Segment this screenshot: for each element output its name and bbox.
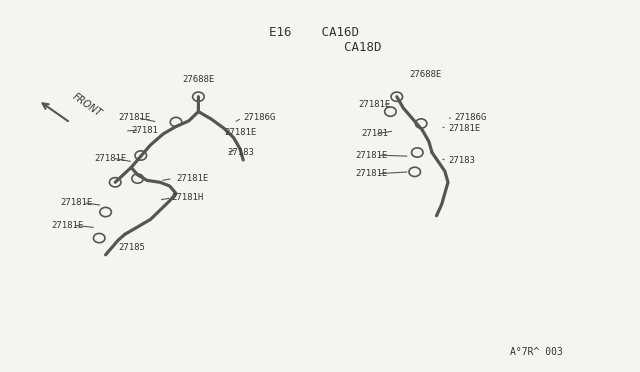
Text: 27181E: 27181E xyxy=(95,154,127,163)
Text: 27688E: 27688E xyxy=(410,70,442,79)
Text: 27181E: 27181E xyxy=(355,169,387,178)
Text: 27181E: 27181E xyxy=(176,174,208,183)
Text: 27186G: 27186G xyxy=(454,113,486,122)
Text: 27181E: 27181E xyxy=(355,151,387,160)
Text: 27181: 27181 xyxy=(131,126,158,135)
Text: 27688E: 27688E xyxy=(182,76,214,84)
Text: 27183: 27183 xyxy=(227,148,254,157)
Text: 27181E: 27181E xyxy=(118,113,150,122)
Text: 27181E: 27181E xyxy=(358,100,390,109)
Text: 27181E: 27181E xyxy=(224,128,256,137)
Text: FRONT: FRONT xyxy=(70,92,104,119)
Text: 27181: 27181 xyxy=(362,129,388,138)
Text: 27181H: 27181H xyxy=(172,193,204,202)
Text: 27185: 27185 xyxy=(118,243,145,252)
Text: 27181E: 27181E xyxy=(61,198,93,207)
Text: E16    CA16D
          CA18D: E16 CA16D CA18D xyxy=(269,26,381,54)
Text: 27181E: 27181E xyxy=(448,124,480,133)
Text: 27181E: 27181E xyxy=(51,221,83,230)
Text: 27183: 27183 xyxy=(448,156,475,165)
Text: 27186G: 27186G xyxy=(243,113,275,122)
Text: A°7R^ 003: A°7R^ 003 xyxy=(510,347,563,357)
